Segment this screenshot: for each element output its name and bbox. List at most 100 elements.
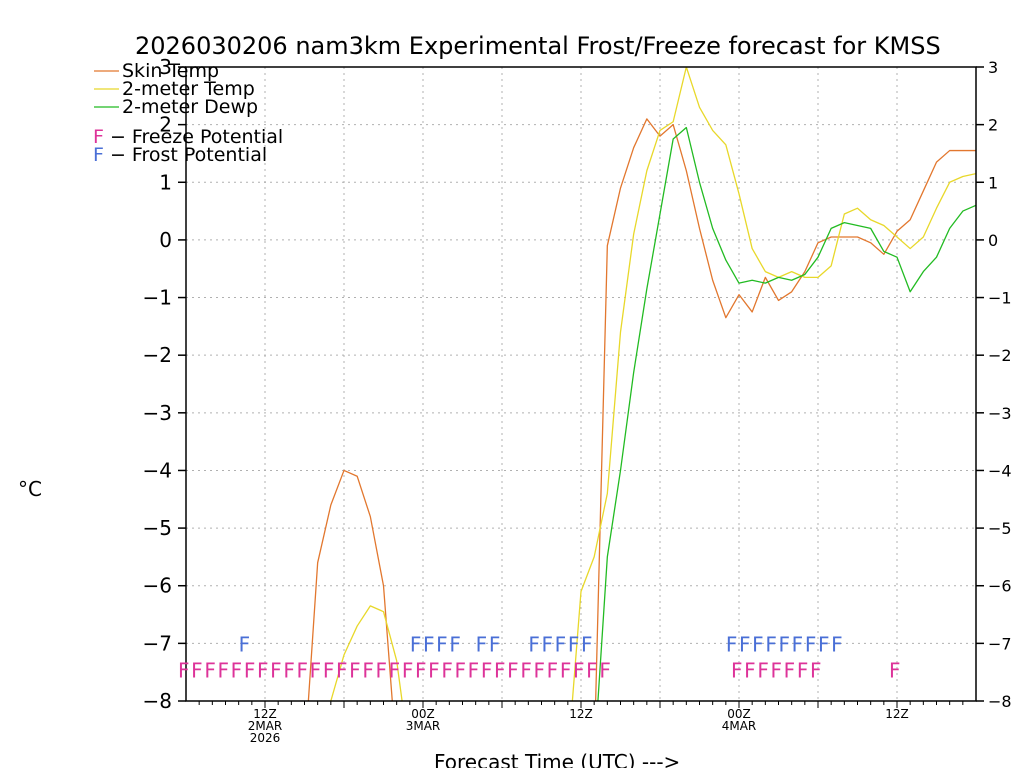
frost-flag: F [581, 632, 593, 656]
frost-flag: F [423, 632, 435, 656]
x-tick-label: 2026 [250, 731, 281, 745]
potential-legend-item: F − Freeze Potential [93, 126, 283, 148]
y-tick-label: −8 [143, 689, 172, 713]
freeze-flag: F [323, 658, 335, 682]
frost-flag: F [568, 632, 580, 656]
freeze-flag: F [441, 658, 453, 682]
x-tick-label: 00Z [411, 707, 435, 721]
y-tick-label-right: −5 [988, 519, 1012, 538]
freeze-flag: F [218, 658, 230, 682]
y-tick-label-right: −1 [988, 289, 1012, 308]
x-tick-label: 3MAR [406, 719, 441, 733]
freeze-flag: F [757, 658, 769, 682]
y-tick-label: 1 [159, 170, 172, 194]
y-tick-label-right: 2 [988, 116, 998, 135]
freeze-flag: F [573, 658, 585, 682]
y-axis-label: °C [18, 477, 42, 501]
freeze-flag: F [362, 658, 374, 682]
frost-flag: F [805, 632, 817, 656]
x-tick-label: 12Z [569, 707, 593, 721]
frost-flag: F [831, 632, 843, 656]
freeze-flag: F [507, 658, 519, 682]
frost-flag: F [449, 632, 461, 656]
frost-flag: F [528, 632, 540, 656]
freeze-flag: F [402, 658, 414, 682]
freeze-flag: F [283, 658, 295, 682]
potential-letter: F [93, 144, 104, 166]
potential-letter: F [93, 126, 104, 148]
y-tick-label: −3 [143, 401, 172, 425]
y-tick-label: 3 [159, 55, 172, 79]
frost-flag: F [239, 632, 251, 656]
freeze-flag: F [744, 658, 756, 682]
frost-flag: F [726, 632, 738, 656]
y-axis-right: 3 2 1 0 −1 −2 −3 −4 −5 −6 −7 −8 [976, 58, 1012, 711]
y-tick-label-right: 3 [988, 58, 998, 77]
frost-flag: F [436, 632, 448, 656]
x-tick-label: 00Z [727, 707, 751, 721]
grid [186, 66, 976, 702]
freeze-flag: F [494, 658, 506, 682]
y-tick-label: −2 [143, 343, 172, 367]
freeze-flag: F [810, 658, 822, 682]
y-tick-label: −1 [143, 286, 172, 310]
frost-flag: F [765, 632, 777, 656]
x-tick-label: 4MAR [722, 719, 757, 733]
y-tick-label-right: −4 [988, 461, 1012, 480]
y-tick-label-right: −8 [988, 692, 1012, 711]
frost-freeze-flags: F F F F F F F F F F F F F F F F F F F F FF F F F F F F F F F F F F F F F F F F… [178, 632, 901, 682]
y-tick-label: −6 [143, 574, 172, 598]
x-axis-label: Forecast Time (UTC) ---> [434, 750, 680, 768]
x-tick-label: 12Z [253, 707, 277, 721]
freeze-flag: F [784, 658, 796, 682]
y-tick-label-right: −2 [988, 346, 1012, 365]
freeze-flag: F [415, 658, 427, 682]
frost-flag: F [489, 632, 501, 656]
frost-flag: F [818, 632, 830, 656]
y-tick-label-right: −7 [988, 634, 1012, 653]
frost-flag: F [752, 632, 764, 656]
freeze-flag: F [376, 658, 388, 682]
frost-flag: F [792, 632, 804, 656]
freeze-flag: F [547, 658, 559, 682]
freeze-flag: F [336, 658, 348, 682]
freeze-flag: F [455, 658, 467, 682]
freeze-flag: F [599, 658, 611, 682]
frost-flag: F [476, 632, 488, 656]
y-tick-label: 0 [159, 228, 172, 252]
series-lines [307, 67, 976, 701]
freeze-flag: F [889, 658, 901, 682]
x-tick-label: 2MAR [248, 719, 283, 733]
freeze-flag: F [257, 658, 269, 682]
freeze-flag: F [481, 658, 493, 682]
potential-legend-item: F − Frost Potential [93, 144, 267, 166]
freeze-flag: F [297, 658, 309, 682]
freeze-flag: F [231, 658, 243, 682]
y-axis-left: 3 2 1 0 −1 −2 −3 −4 −5 −6 −7 −8 [143, 55, 186, 713]
y-tick-label: −4 [143, 458, 172, 482]
y-tick-label-right: −6 [988, 577, 1012, 596]
freeze-flag: F [797, 658, 809, 682]
potential-text: − Frost Potential [104, 144, 267, 166]
freeze-flag: F [586, 658, 598, 682]
freeze-flag: F [178, 658, 190, 682]
frost-flag: F [555, 632, 567, 656]
frost-flag: F [542, 632, 554, 656]
freeze-flag: F [731, 658, 743, 682]
y-tick-label-right: −3 [988, 404, 1012, 423]
freeze-flag: F [349, 658, 361, 682]
frost-flag: F [779, 632, 791, 656]
freeze-flag: F [771, 658, 783, 682]
series-line-2-meter-dewp [597, 126, 976, 701]
freeze-flag: F [191, 658, 203, 682]
chart-title: 2026030206 nam3km Experimental Frost/Fre… [135, 32, 941, 60]
y-tick-label-right: 1 [988, 173, 998, 192]
frost-flag: F [739, 632, 751, 656]
freeze-flag: F [428, 658, 440, 682]
frost-flag: F [410, 632, 422, 656]
y-tick-label: −7 [143, 631, 172, 655]
y-tick-label-right: 0 [988, 231, 998, 250]
